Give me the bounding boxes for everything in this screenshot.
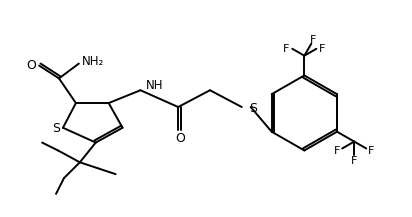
Text: F: F [368,146,375,156]
Text: O: O [26,59,36,72]
Text: F: F [334,146,340,156]
Text: S: S [52,122,60,135]
Text: F: F [283,44,290,54]
Text: F: F [319,44,325,54]
Text: O: O [175,132,185,145]
Text: F: F [351,156,358,166]
Text: NH: NH [145,79,163,92]
Text: S: S [249,102,257,115]
Text: NH₂: NH₂ [82,55,104,68]
Text: F: F [310,35,316,45]
